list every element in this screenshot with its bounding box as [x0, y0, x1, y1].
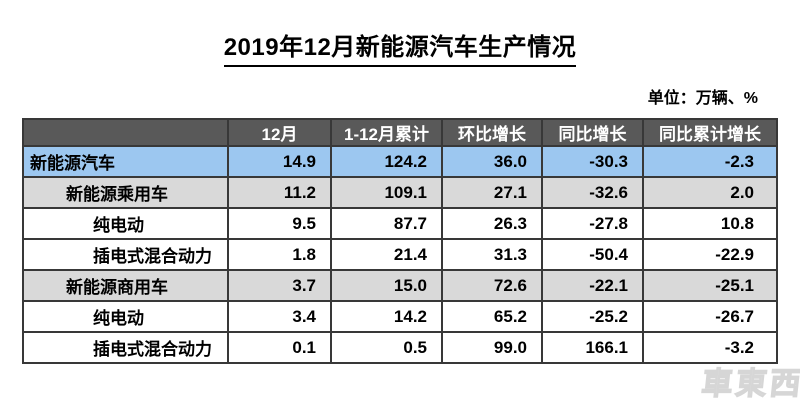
header-cell: 同比累计增长 — [642, 118, 778, 147]
value-cell: 21.4 — [330, 238, 443, 271]
row-label: 插电式混合动力 — [22, 331, 229, 364]
value-cell: 99.0 — [441, 331, 543, 364]
value-cell: 124.2 — [330, 145, 443, 178]
value-cell: 11.2 — [227, 176, 332, 209]
table-header-row: 12月 1-12月累计 环比增长 同比增长 同比累计增长 — [22, 118, 778, 147]
production-table: 12月 1-12月累计 环比增长 同比增长 同比累计增长 新能源汽车 14.9 124.2 3… — [22, 118, 778, 364]
value-cell: -2.3 — [642, 145, 778, 178]
value-cell: -22.9 — [642, 238, 778, 271]
value-cell: 87.7 — [330, 207, 443, 240]
value-cell: 3.4 — [227, 300, 332, 333]
header-cell: 1-12月累计 — [330, 118, 443, 147]
value-cell: 14.2 — [330, 300, 443, 333]
header-cell: 环比增长 — [441, 118, 543, 147]
row-label: 新能源汽车 — [22, 145, 229, 178]
value-cell: 109.1 — [330, 176, 443, 209]
value-cell: 15.0 — [330, 269, 443, 302]
value-cell: 26.3 — [441, 207, 543, 240]
unit-label: 单位：万辆、% — [647, 90, 758, 107]
table-row: 新能源乘用车 11.2 109.1 27.1 -32.6 2.0 — [22, 176, 778, 209]
header-cell: 12月 — [227, 118, 332, 147]
value-cell: 166.1 — [541, 331, 644, 364]
value-cell: 65.2 — [441, 300, 543, 333]
table-row: 纯电动 9.5 87.7 26.3 -27.8 10.8 — [22, 207, 778, 240]
value-cell: 2.0 — [642, 176, 778, 209]
value-cell: -27.8 — [541, 207, 644, 240]
value-cell: -30.3 — [541, 145, 644, 178]
value-cell: -50.4 — [541, 238, 644, 271]
value-cell: 3.7 — [227, 269, 332, 302]
value-cell: -26.7 — [642, 300, 778, 333]
table-row: 纯电动 3.4 14.2 65.2 -25.2 -26.7 — [22, 300, 778, 333]
page-title-wrap: 2019年12月新能源汽车生产情况 — [0, 27, 800, 67]
value-cell: 0.1 — [227, 331, 332, 364]
table-row: 插电式混合动力 1.8 21.4 31.3 -50.4 -22.9 — [22, 238, 778, 271]
value-cell: -3.2 — [642, 331, 778, 364]
watermark-logo: 車東西 — [699, 365, 800, 401]
value-cell: -32.6 — [541, 176, 644, 209]
table-row: 新能源商用车 3.7 15.0 72.6 -22.1 -25.1 — [22, 269, 778, 302]
table-body: 新能源汽车 14.9 124.2 36.0 -30.3 -2.3 新能源乘用车 11.2 109… — [22, 145, 778, 364]
page-title: 2019年12月新能源汽车生产情况 — [223, 27, 577, 67]
table-row: 插电式混合动力 0.1 0.5 99.0 166.1 -3.2 — [22, 331, 778, 364]
value-cell: 1.8 — [227, 238, 332, 271]
value-cell: -22.1 — [541, 269, 644, 302]
row-label: 新能源商用车 — [22, 269, 229, 302]
row-label: 纯电动 — [22, 300, 229, 333]
table-row: 新能源汽车 14.9 124.2 36.0 -30.3 -2.3 — [22, 145, 778, 178]
value-cell: 27.1 — [441, 176, 543, 209]
value-cell: -25.2 — [541, 300, 644, 333]
row-label: 插电式混合动力 — [22, 238, 229, 271]
row-label: 新能源乘用车 — [22, 176, 229, 209]
value-cell: 9.5 — [227, 207, 332, 240]
value-cell: 0.5 — [330, 331, 443, 364]
value-cell: 14.9 — [227, 145, 332, 178]
value-cell: -25.1 — [642, 269, 778, 302]
value-cell: 31.3 — [441, 238, 543, 271]
value-cell: 36.0 — [441, 145, 543, 178]
value-cell: 10.8 — [642, 207, 778, 240]
header-cell-blank — [22, 118, 229, 147]
row-label: 纯电动 — [22, 207, 229, 240]
header-cell: 同比增长 — [541, 118, 644, 147]
value-cell: 72.6 — [441, 269, 543, 302]
